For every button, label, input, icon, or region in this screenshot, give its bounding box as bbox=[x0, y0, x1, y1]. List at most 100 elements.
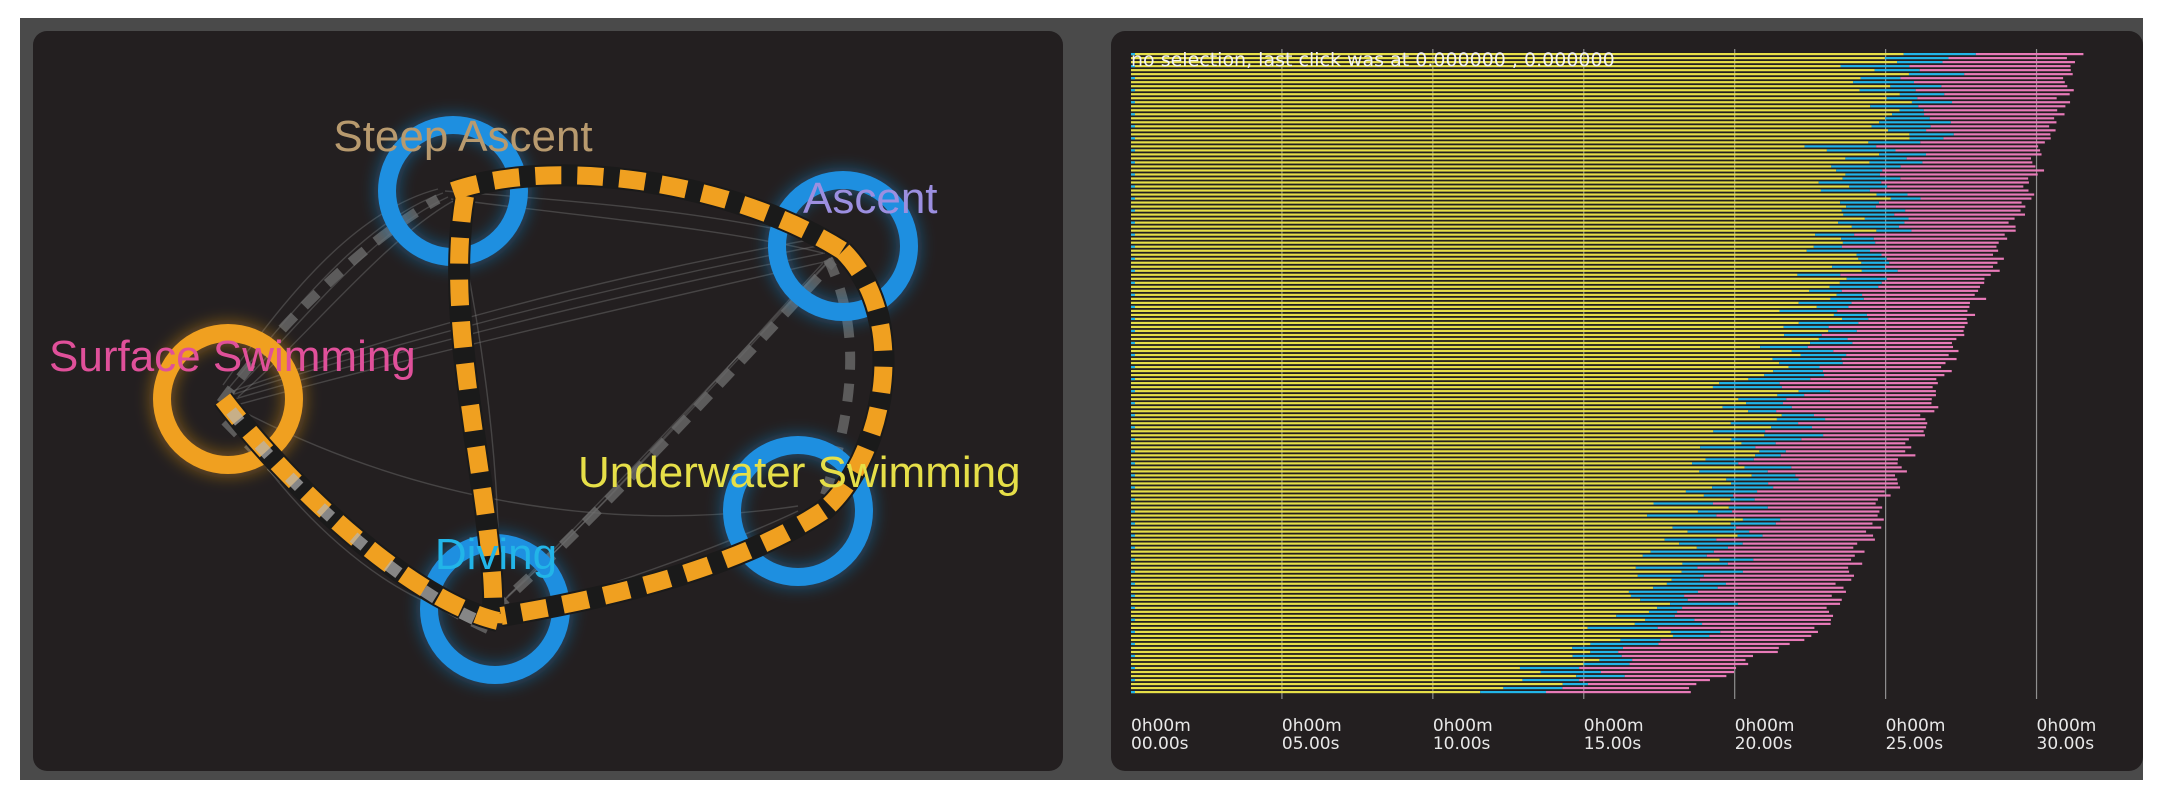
timeline-row[interactable] bbox=[1131, 670, 1735, 674]
timeline-row[interactable] bbox=[1131, 61, 2075, 64]
node-ring[interactable] bbox=[153, 324, 303, 474]
timeline-row[interactable] bbox=[1131, 189, 2029, 192]
timeline-row[interactable] bbox=[1131, 390, 1936, 393]
timeline-row[interactable] bbox=[1131, 349, 1959, 353]
timeline-row[interactable] bbox=[1131, 345, 1954, 349]
timeline-row[interactable] bbox=[1131, 606, 1827, 609]
node-surface-swimming[interactable] bbox=[149, 320, 307, 478]
timeline-row[interactable] bbox=[1131, 85, 2068, 88]
timeline-row[interactable] bbox=[1131, 486, 1901, 489]
timeline-row[interactable] bbox=[1131, 638, 1805, 642]
timeline-row[interactable] bbox=[1131, 293, 1975, 296]
timeline-row[interactable] bbox=[1131, 69, 2071, 72]
timeline-row[interactable] bbox=[1131, 514, 1878, 517]
timeline-row[interactable] bbox=[1131, 662, 1749, 666]
timeline-row[interactable] bbox=[1131, 374, 1945, 377]
timeline-row[interactable] bbox=[1131, 57, 2067, 60]
timeline-row[interactable] bbox=[1131, 418, 1926, 421]
timeline-row[interactable] bbox=[1131, 630, 1818, 634]
timeline-row[interactable] bbox=[1131, 237, 2008, 240]
timeline-row[interactable] bbox=[1131, 93, 2070, 96]
timeline-row[interactable] bbox=[1131, 285, 1980, 288]
timeline-row[interactable] bbox=[1131, 213, 2025, 216]
timeline-row[interactable] bbox=[1131, 301, 1970, 304]
timeline-row[interactable] bbox=[1131, 329, 1964, 333]
node-underwater-swimming[interactable] bbox=[719, 432, 877, 590]
timeline-row[interactable] bbox=[1131, 253, 1994, 256]
timeline-row[interactable] bbox=[1131, 690, 1691, 694]
timeline-row[interactable] bbox=[1131, 542, 1858, 545]
timeline-row[interactable] bbox=[1131, 470, 1907, 473]
timeline-row[interactable] bbox=[1131, 65, 2071, 68]
timeline-row[interactable] bbox=[1131, 622, 1831, 625]
timeline-row[interactable] bbox=[1131, 353, 1949, 357]
timeline-row[interactable] bbox=[1131, 402, 1932, 405]
timeline-row[interactable] bbox=[1131, 614, 1834, 617]
timeline-row[interactable] bbox=[1131, 666, 1737, 670]
timeline-row[interactable] bbox=[1131, 618, 1831, 621]
timeline-row[interactable] bbox=[1131, 109, 2058, 112]
timeline-row[interactable] bbox=[1131, 333, 1965, 337]
timeline-row[interactable] bbox=[1131, 313, 1976, 317]
timeline-row[interactable] bbox=[1131, 317, 1967, 321]
timeline-row[interactable] bbox=[1131, 462, 1898, 465]
timeline-row[interactable] bbox=[1131, 245, 1997, 248]
timeline-row[interactable] bbox=[1131, 257, 2004, 260]
timeline-row[interactable] bbox=[1131, 562, 1863, 565]
timeline-row[interactable] bbox=[1131, 534, 1874, 537]
timeline-row[interactable] bbox=[1131, 538, 1875, 541]
timeline-row[interactable] bbox=[1131, 121, 2057, 124]
timeline-row[interactable] bbox=[1131, 430, 1924, 433]
timeline-row[interactable] bbox=[1131, 438, 1909, 441]
timeline-row[interactable] bbox=[1131, 422, 1928, 425]
timeline-row[interactable] bbox=[1131, 386, 1933, 389]
timeline-row[interactable] bbox=[1131, 209, 2021, 212]
timeline-row[interactable] bbox=[1131, 273, 1991, 276]
timeline-row[interactable] bbox=[1131, 153, 2042, 156]
timeline-row[interactable] bbox=[1131, 369, 1952, 373]
timeline-row[interactable] bbox=[1131, 177, 2029, 180]
timeline-row[interactable] bbox=[1131, 101, 2071, 104]
timeline-row[interactable] bbox=[1131, 482, 1898, 485]
timeline-panel[interactable]: 0h00m 00.00s 0h00m 05.00s 0h00m 10.00s 0h00m 15… bbox=[1111, 31, 2143, 771]
timeline-row[interactable] bbox=[1131, 325, 1965, 329]
timeline-row[interactable] bbox=[1131, 598, 1842, 601]
node-ring[interactable] bbox=[723, 436, 873, 586]
timeline-row[interactable] bbox=[1131, 265, 1993, 268]
timeline-row[interactable] bbox=[1131, 181, 2029, 184]
timeline-row[interactable] bbox=[1131, 582, 1836, 585]
timeline-row[interactable] bbox=[1131, 185, 2024, 188]
timeline-row[interactable] bbox=[1131, 309, 1968, 313]
timeline-row[interactable] bbox=[1131, 77, 2064, 80]
timeline-row[interactable] bbox=[1131, 550, 1865, 553]
timeline-row[interactable] bbox=[1131, 510, 1880, 513]
timeline-row[interactable] bbox=[1131, 321, 1968, 325]
timeline-row[interactable] bbox=[1131, 586, 1844, 589]
timeline-row[interactable] bbox=[1131, 642, 1790, 646]
timeline-row[interactable] bbox=[1131, 173, 2038, 176]
timeline-row[interactable] bbox=[1131, 205, 2026, 208]
timeline-row[interactable] bbox=[1131, 570, 1850, 573]
timeline-row[interactable] bbox=[1131, 610, 1830, 613]
node-ring[interactable] bbox=[768, 171, 918, 321]
timeline-row[interactable] bbox=[1131, 394, 1936, 397]
timeline-row[interactable] bbox=[1131, 289, 1979, 292]
timeline-row[interactable] bbox=[1131, 634, 1812, 638]
timeline-row[interactable] bbox=[1131, 229, 2016, 232]
timeline-row[interactable] bbox=[1131, 305, 1970, 308]
timeline-row[interactable] bbox=[1131, 53, 2084, 56]
timeline-row[interactable] bbox=[1131, 506, 1883, 509]
timeline-row[interactable] bbox=[1131, 161, 2033, 164]
timeline-row[interactable] bbox=[1131, 378, 1937, 381]
timeline-row[interactable] bbox=[1131, 446, 1912, 449]
timeline-row[interactable] bbox=[1131, 518, 1884, 521]
timeline-row[interactable] bbox=[1131, 466, 1902, 469]
timeline-row[interactable] bbox=[1131, 221, 2009, 224]
timeline-row[interactable] bbox=[1131, 526, 1882, 529]
timeline-row[interactable] bbox=[1131, 654, 1754, 658]
timeline-row[interactable] bbox=[1131, 361, 1946, 365]
timeline-row[interactable] bbox=[1131, 602, 1841, 605]
timeline-row[interactable] bbox=[1131, 398, 1932, 401]
timeline-row[interactable] bbox=[1131, 406, 1939, 409]
timeline-row[interactable] bbox=[1131, 129, 2056, 132]
